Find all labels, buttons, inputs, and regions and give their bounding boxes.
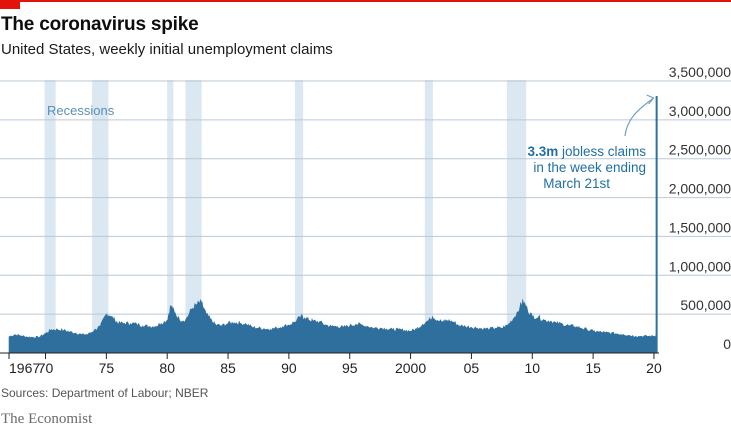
annotation-line-2: in the week ending <box>533 160 646 175</box>
claims-series-area <box>8 95 657 354</box>
y-tick-label-7: 3,500,000 <box>669 64 731 80</box>
annotation-arrowhead <box>646 94 655 105</box>
x-tick-label-0: 1967 <box>9 360 40 376</box>
y-tick-label-0: 0 <box>723 336 731 352</box>
recessions-label: Recessions <box>47 103 115 118</box>
x-tick-label-8: 05 <box>464 360 480 376</box>
x-tick-label-3: 80 <box>159 360 175 376</box>
recession-band-4 <box>294 80 304 353</box>
annotation-line-1: 3.3m jobless claims <box>527 144 646 159</box>
x-tick-label-5: 90 <box>281 360 297 376</box>
recession-band-1 <box>92 80 109 353</box>
x-tick-label-11: 20 <box>646 360 662 376</box>
y-tick-label-5: 2,500,000 <box>669 142 731 158</box>
recession-band-2 <box>167 80 174 353</box>
economist-logo-text: The Economist <box>1 411 93 427</box>
y-tick-label-4: 2,000,000 <box>669 181 731 197</box>
annotation-highlight: 3.3m <box>527 144 558 159</box>
recession-band-6 <box>506 80 527 353</box>
y-tick-label-2: 1,000,000 <box>669 258 731 274</box>
chart-subtitle: United States, weekly initial unemployme… <box>1 41 333 58</box>
annotation-line-1-rest: jobless claims <box>558 144 646 159</box>
top-rule <box>0 0 731 2</box>
x-tick-label-1: 70 <box>38 360 54 376</box>
recession-band-3 <box>185 80 202 353</box>
x-tick-label-10: 15 <box>585 360 601 376</box>
annotation-arrow <box>624 97 654 137</box>
recession-band-0 <box>44 80 56 353</box>
x-tick-label-7: 2000 <box>395 360 426 376</box>
x-tick-label-9: 10 <box>524 360 540 376</box>
recession-band-5 <box>424 80 433 353</box>
y-tick-label-3: 1,500,000 <box>669 219 731 235</box>
x-tick-label-4: 85 <box>220 360 236 376</box>
annotation-line-3: March 21st <box>543 176 610 191</box>
y-tick-label-6: 3,000,000 <box>669 103 731 119</box>
brand-red-tag <box>0 0 20 9</box>
x-tick-label-2: 75 <box>99 360 115 376</box>
y-tick-label-1: 500,000 <box>680 297 731 313</box>
chart-title: The coronavirus spike <box>1 14 199 35</box>
source-note: Sources: Department of Labour; NBER <box>1 386 209 400</box>
x-tick-label-6: 95 <box>342 360 358 376</box>
claims-chart: 0 500,000 1,000,000 1,500,000 2,000,000 2,500… <box>0 64 731 376</box>
